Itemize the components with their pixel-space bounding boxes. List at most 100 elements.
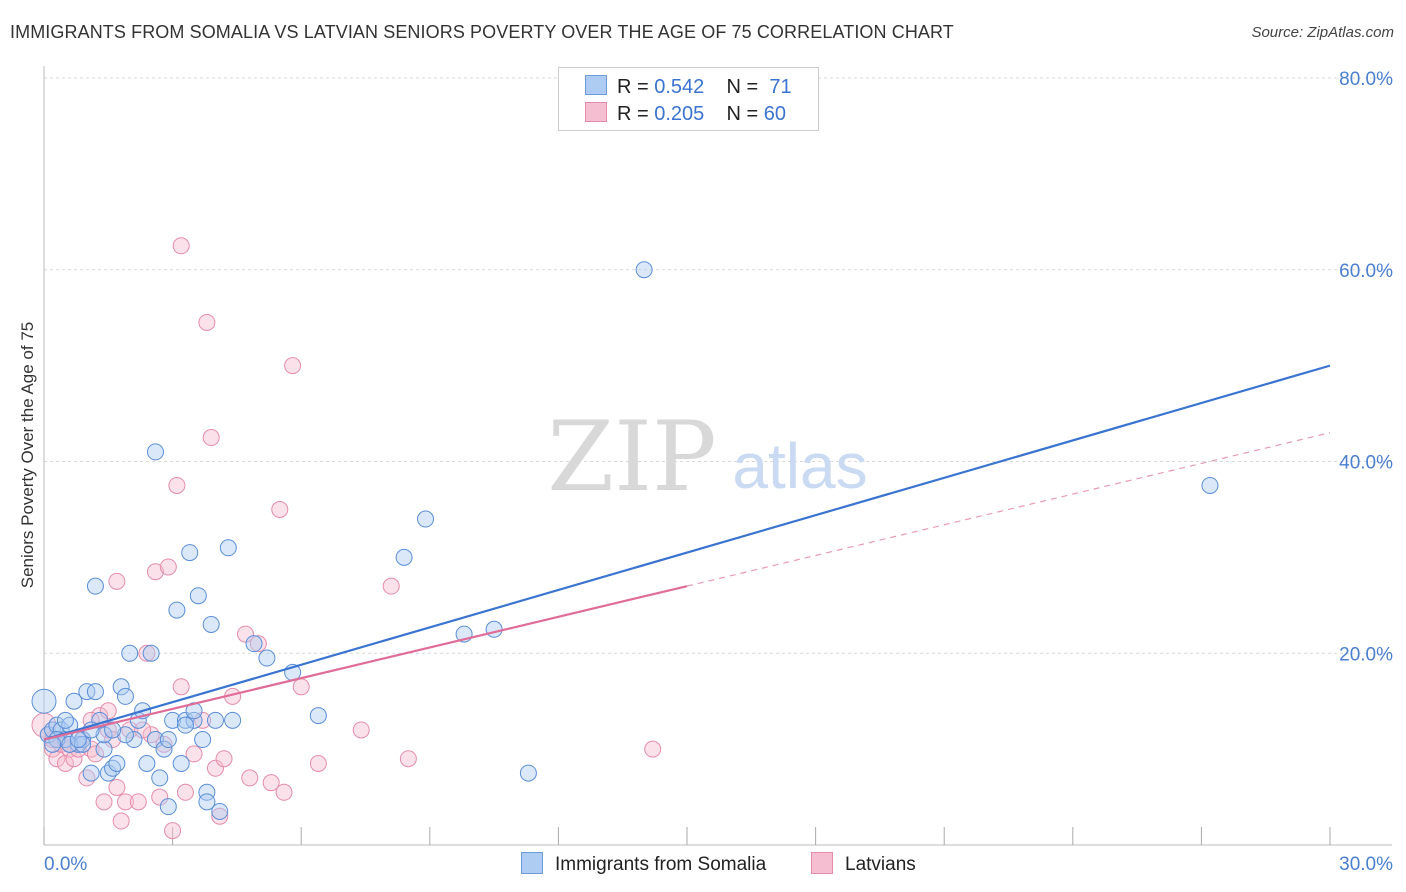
latvians-point: [215, 750, 233, 768]
legend-n-value: 60: [763, 103, 787, 125]
somalia-point: [31, 688, 57, 714]
latvians-point: [185, 745, 203, 763]
somalia-point: [1201, 476, 1219, 494]
latvians-point: [644, 740, 662, 758]
latvians-point: [104, 731, 122, 749]
somalia-point: [176, 716, 194, 734]
somalia-point: [116, 687, 134, 705]
y-tick-label: 60.0%: [1339, 261, 1393, 282]
somalia-point: [108, 755, 126, 773]
x-tick-label: 0.0%: [44, 854, 87, 875]
tick-labels: 20.0% 40.0% 60.0% 80.0% 0.0% 30.0%: [44, 69, 1393, 875]
somalia-point: [202, 615, 220, 633]
somalia-point: [146, 731, 164, 749]
legend-n-label: N =: [726, 103, 759, 125]
somalia-point: [125, 731, 143, 749]
somalia-points: [31, 261, 1219, 820]
latvians-point: [284, 357, 302, 375]
somalia-point: [104, 721, 122, 739]
somalia-point: [78, 683, 96, 701]
somalia-point: [198, 793, 216, 811]
latvians-point: [95, 793, 113, 811]
latvians-point: [262, 774, 280, 792]
chart-title: IMMIGRANTS FROM SOMALIA VS LATVIAN SENIO…: [10, 22, 954, 42]
latvians-trend-extension: [686, 432, 1331, 587]
source-label: Source: ZipAtlas.com: [1251, 24, 1394, 41]
latvians-point: [309, 755, 327, 773]
legend-swatch-blue: [585, 75, 607, 95]
series-legend-label: Latvians: [845, 854, 916, 875]
somalia-point: [485, 620, 503, 638]
somalia-point: [519, 764, 537, 782]
somalia-point: [635, 261, 653, 279]
latvians-point: [236, 625, 254, 643]
latvians-point: [99, 702, 117, 720]
latvians-point: [176, 783, 194, 801]
somalia-point: [417, 510, 435, 528]
watermark: ZIP atlas: [547, 401, 867, 513]
gridlines: [44, 77, 1392, 654]
latvians-point: [198, 313, 216, 331]
somalia-point: [95, 726, 113, 744]
series-swatch-blue: [521, 852, 543, 874]
x-tick-label: 30.0%: [1339, 854, 1393, 875]
somalia-point: [56, 711, 74, 729]
somalia-point: [172, 755, 190, 773]
series-legend-somalia: Immigrants from Somalia: [521, 852, 766, 876]
latvians-point: [172, 237, 190, 255]
somalia-point: [155, 740, 173, 758]
correlation-legend: R = 0.542 N = 71 R = 0.205 N = 60: [558, 67, 819, 131]
legend-r-value: 0.205: [654, 103, 705, 125]
trend-lines: [43, 364, 1331, 741]
somalia-point: [168, 601, 186, 619]
somalia-point: [159, 731, 177, 749]
somalia-point: [65, 692, 83, 710]
legend-n-value: 71: [769, 76, 792, 98]
y-tick-label: 20.0%: [1339, 644, 1393, 665]
somalia-point: [211, 802, 229, 820]
somalia-point: [121, 644, 139, 662]
somalia-point: [146, 443, 164, 461]
somalia-point: [224, 711, 242, 729]
somalia-point: [181, 544, 199, 562]
somalia-point: [198, 783, 216, 801]
somalia-point: [245, 635, 263, 653]
series-legend-latvians: Latvians: [811, 852, 916, 876]
watermark-zip: ZIP: [547, 401, 716, 513]
somalia-point: [309, 707, 327, 725]
latvians-point: [116, 793, 134, 811]
somalia-point: [61, 735, 79, 753]
latvians-point: [399, 750, 417, 768]
somalia-point: [95, 740, 113, 758]
latvians-point: [172, 678, 190, 696]
legend-row-somalia: R = 0.542 N = 71: [585, 75, 792, 99]
latvians-point: [275, 783, 293, 801]
latvians-point: [241, 769, 259, 787]
somalia-point: [82, 764, 100, 782]
latvians-point: [168, 476, 186, 494]
latvians-point: [108, 572, 126, 590]
latvians-point: [194, 711, 212, 729]
somalia-point: [189, 587, 207, 605]
latvians-point: [146, 563, 164, 581]
axes: [43, 66, 1392, 846]
latvians-point: [164, 822, 182, 840]
y-tick-label: 80.0%: [1339, 69, 1393, 90]
latvians-trend-line: [43, 585, 688, 741]
latvians-point: [202, 429, 220, 447]
latvians-points: [31, 237, 662, 840]
somalia-point: [74, 731, 92, 749]
latvians-point: [151, 788, 169, 806]
latvians-point: [138, 644, 156, 662]
somalia-point: [116, 726, 134, 744]
somalia-point: [258, 649, 276, 667]
legend-r-value: 0.542: [654, 76, 705, 98]
watermark-atlas: atlas: [732, 430, 867, 502]
latvians-point: [211, 807, 229, 825]
somalia-point: [395, 548, 413, 566]
somalia-point: [142, 644, 160, 662]
legend-n-label: N =: [726, 76, 759, 98]
somalia-point: [194, 731, 212, 749]
series-swatch-pink: [811, 852, 833, 874]
